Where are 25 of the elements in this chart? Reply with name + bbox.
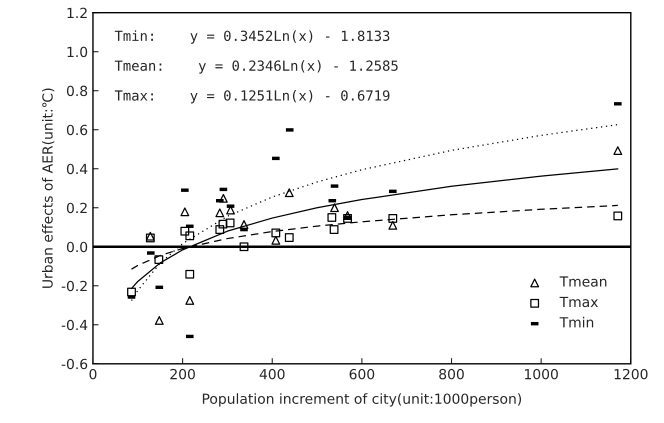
y-axis-title: Urban effects of AER(unit:℃) [42, 88, 54, 288]
y-tick-label: 0.8 [66, 86, 88, 96]
legend-label: Tmean [560, 276, 606, 287]
y-tick-label: 0.6 [66, 124, 88, 136]
legend-label: Tmin [560, 316, 594, 328]
annotation: Tmin: y = 0.3452Ln(x) - 1.8133 [114, 30, 390, 44]
x-tick-label: 200 [170, 368, 195, 380]
x-tick-label: 400 [260, 368, 285, 380]
y-tick-label: -0.6 [62, 358, 88, 370]
x-tick-label: 1200 [614, 368, 648, 380]
y-tick-label: 0.4 [66, 164, 88, 174]
y-tick-label: 1.2 [68, 8, 87, 18]
x-tick-label: 0 [89, 368, 96, 380]
x-tick-label: 800 [439, 368, 464, 380]
annotation: Tmax: y = 0.1251Ln(x) - 0.6719 [114, 90, 390, 104]
annotation: Tmean: y = 0.2346Ln(x) - 1.2585 [114, 60, 398, 74]
legend-label: Tmax [560, 296, 598, 308]
y-tick-label: -0.4 [62, 320, 88, 330]
x-tick-label: 1000 [525, 368, 558, 380]
y-tick-label: -0.2 [62, 280, 87, 292]
y-tick-label: 0.2 [66, 202, 87, 214]
x-axis-title: Population increment of city(unit:1000person) [202, 393, 522, 407]
y-tick-label: 0.0 [66, 242, 88, 252]
x-tick-label: 600 [350, 368, 374, 380]
y-tick-label: 1.0 [68, 46, 88, 58]
